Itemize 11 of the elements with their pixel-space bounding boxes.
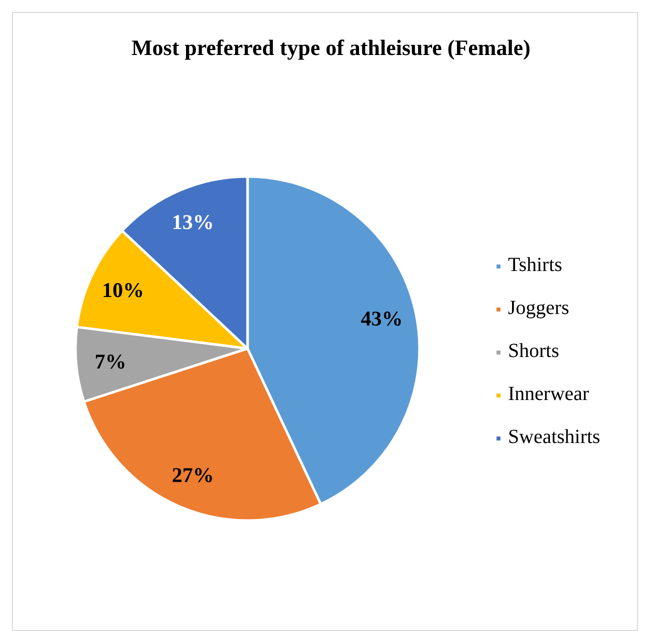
legend-label: Innerwear	[508, 383, 590, 406]
data-label: 7%	[94, 349, 126, 374]
legend-label: Sweatshirts	[508, 426, 600, 449]
legend-label: Tshirts	[508, 254, 562, 277]
legend-label: Joggers	[508, 297, 570, 320]
legend-label: Shorts	[508, 340, 560, 363]
data-label: 10%	[102, 278, 144, 302]
data-label: 43%	[360, 306, 403, 330]
data-label: 27%	[172, 462, 214, 487]
chart-title: Most preferred type of athleisure (Female)	[132, 35, 530, 60]
data-label: 13%	[172, 210, 214, 234]
